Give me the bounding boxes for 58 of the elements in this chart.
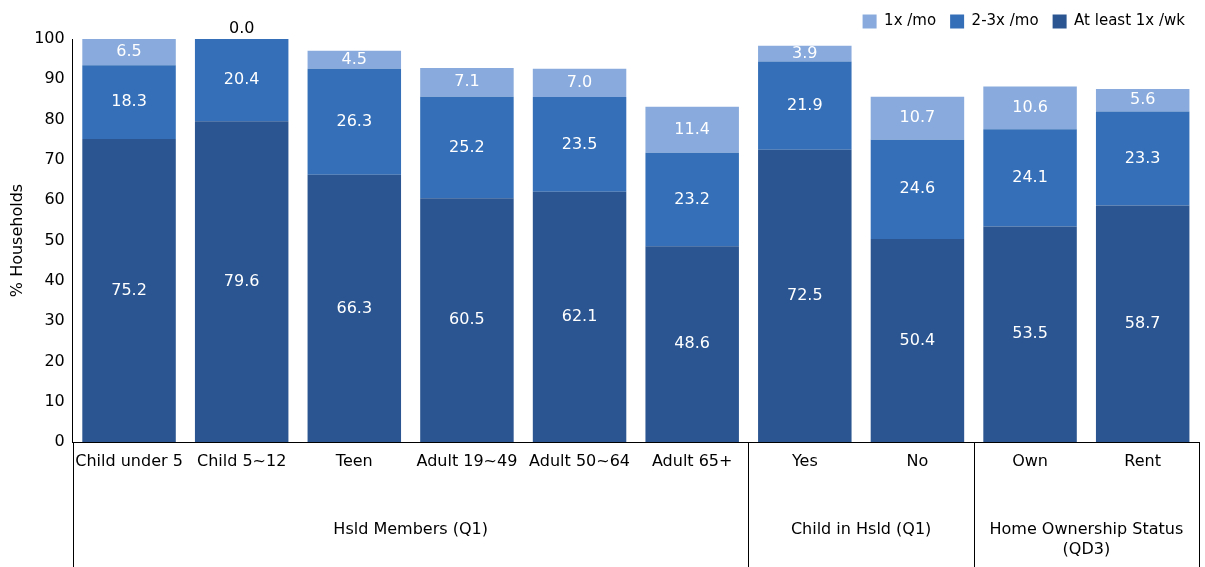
data-label: 48.6 xyxy=(674,333,710,353)
y-tick-label: 10 xyxy=(44,390,65,410)
data-label: 7.1 xyxy=(454,71,480,91)
x-tick-label: Child under 5 xyxy=(75,450,183,470)
y-tick-label: 60 xyxy=(44,189,65,209)
y-tick-label: 20 xyxy=(44,350,65,370)
y-tick-label: 90 xyxy=(44,68,65,88)
data-label: 0.0 xyxy=(228,18,255,38)
data-label: 24.1 xyxy=(1012,166,1048,186)
data-label: 18.3 xyxy=(111,91,147,111)
x-tick-label: Adult 50~64 xyxy=(529,450,630,470)
data-label: 21.9 xyxy=(787,94,823,114)
data-label: 23.2 xyxy=(674,188,710,208)
y-tick-label: 100 xyxy=(34,28,65,48)
data-label: 23.5 xyxy=(561,133,598,153)
data-label: 10.7 xyxy=(899,107,936,127)
data-label: 20.4 xyxy=(223,69,260,89)
text: Hsld Members (Q1) xyxy=(333,519,488,539)
data-label: 66.3 xyxy=(336,297,373,317)
x-tick-label: Own xyxy=(1012,450,1048,470)
data-label: 58.7 xyxy=(1124,312,1161,332)
text: Child in Hsld (Q1) xyxy=(790,519,932,539)
data-label: 3.9 xyxy=(792,42,818,62)
x-tick-label: No xyxy=(906,450,929,470)
x-tick-label: Rent xyxy=(1124,450,1162,470)
y-axis-title: % Households xyxy=(6,183,26,298)
data-label: 4.5 xyxy=(341,48,368,68)
y-tick-label: 30 xyxy=(44,310,65,330)
x-tick-label: Teen xyxy=(334,450,373,470)
data-label: 23.3 xyxy=(1124,147,1161,167)
legend-label: 1x /mo xyxy=(884,11,937,30)
data-label: 53.5 xyxy=(1012,323,1048,343)
data-label: 6.5 xyxy=(116,41,142,61)
x-tick-label: Adult 65+ xyxy=(651,450,733,470)
legend-label: At least 1x /wk xyxy=(1074,11,1186,30)
x-tick-label: Adult 19~49 xyxy=(416,450,518,470)
x-tick-label: Child 5~12 xyxy=(196,450,287,470)
data-label: 62.1 xyxy=(561,306,598,326)
y-tick-label: 80 xyxy=(44,108,65,128)
data-label: 11.4 xyxy=(674,118,710,138)
y-tick-label: 70 xyxy=(44,149,65,169)
data-label: 75.2 xyxy=(111,279,147,299)
data-label: 5.6 xyxy=(1129,89,1156,109)
data-label: 24.6 xyxy=(899,178,936,198)
data-label: 50.4 xyxy=(899,329,936,349)
x-tick-label: Yes xyxy=(790,450,818,470)
data-label: 26.3 xyxy=(336,110,373,130)
y-tick-label: 0 xyxy=(54,431,65,451)
legend-label: 2-3x /mo xyxy=(971,11,1039,30)
data-label: 25.2 xyxy=(449,136,485,156)
data-label: 10.6 xyxy=(1012,97,1048,117)
text: Home Ownership Status (QD3) xyxy=(989,519,1184,559)
data-label: 72.5 xyxy=(787,285,823,305)
y-tick-label: 40 xyxy=(44,269,65,289)
data-label: 7.0 xyxy=(566,72,593,92)
y-tick-label: 50 xyxy=(44,229,65,249)
data-label: 79.6 xyxy=(223,270,260,290)
data-label: 60.5 xyxy=(449,309,485,329)
